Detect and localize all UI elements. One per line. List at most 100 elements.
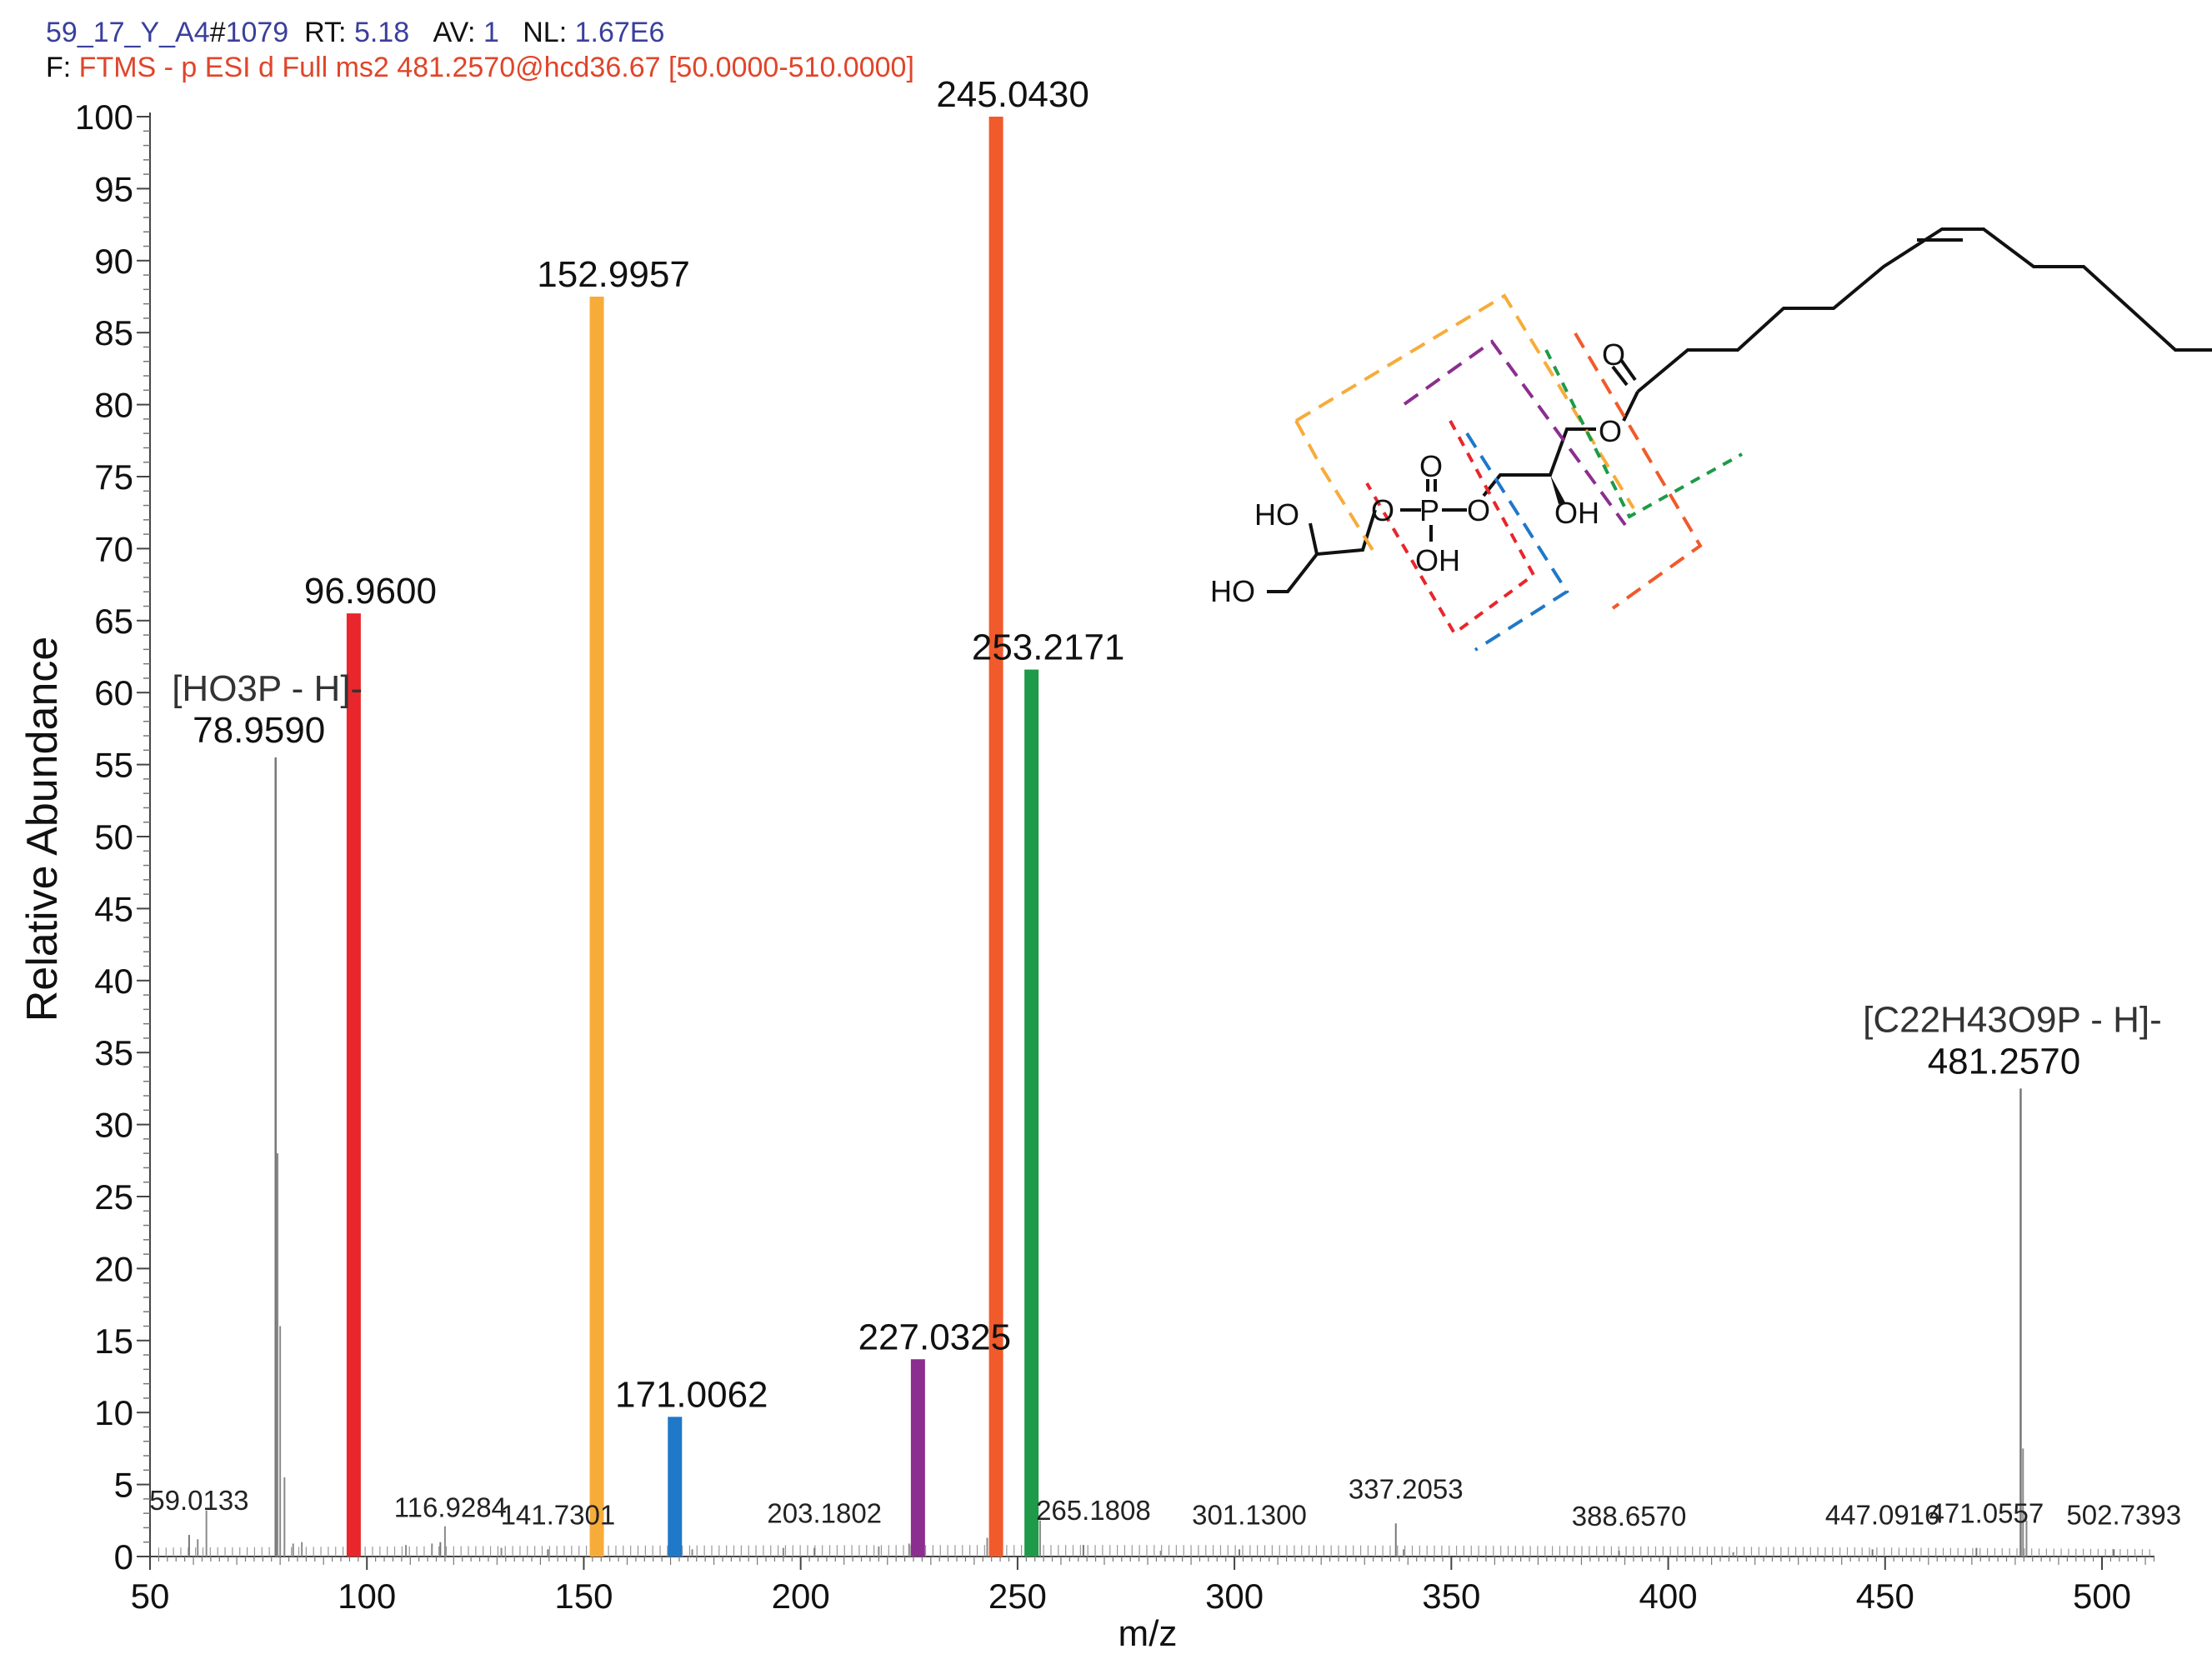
x-tick-label: 50 — [131, 1577, 170, 1616]
nl-value: 1.67E6 — [574, 17, 665, 48]
highlighted-peak-label: 96.9600 — [304, 571, 437, 612]
annotated-peak-label: 481.2570 — [1928, 1041, 2081, 1082]
mol-label-o-ester: O — [1599, 414, 1622, 448]
scan-number: 1079 — [225, 17, 289, 48]
fragment-bracket-purple — [1403, 339, 1627, 527]
highlighted-peak-bar — [1024, 669, 1039, 1557]
fragment-bracket-red — [1365, 420, 1536, 636]
nl-label: NL: — [523, 17, 568, 48]
y-tick-label: 60 — [94, 673, 133, 712]
fragment-bracket-orange-yellow-2 — [1294, 420, 1377, 556]
minor-peak-label: 203.1802 — [767, 1498, 882, 1529]
highlighted-peak-label: 253.2171 — [972, 627, 1125, 668]
y-tick-label: 100 — [75, 97, 133, 137]
y-tick-label: 85 — [94, 313, 133, 352]
av-label: AV: — [433, 17, 476, 48]
minor-peak-label: 265.1808 — [1036, 1495, 1151, 1526]
highlighted-peak-label: 171.0062 — [615, 1374, 768, 1415]
x-axis-title: m/z — [1119, 1613, 1178, 1654]
annotated-peak-label: 78.9590 — [193, 710, 325, 751]
filter-line: F: FTMS - p ESI d Full ms2 481.2570@hcd3… — [46, 52, 914, 84]
minor-peak-label: 301.1300 — [1192, 1499, 1307, 1530]
mol-label-p: P — [1419, 493, 1439, 527]
minor-peak-label: 502.7393 — [2066, 1499, 2181, 1530]
mol-label-o-1: O — [1371, 493, 1394, 527]
fragment-bracket-orange — [1574, 332, 1703, 610]
carbonyl-bond — [1611, 365, 1629, 387]
mol-label-ho-2: HO — [1210, 574, 1255, 608]
x-tick-label: 350 — [1422, 1577, 1480, 1616]
filter-label: F: — [46, 52, 72, 83]
highlighted-peaks — [346, 117, 1039, 1557]
y-tick-label: 50 — [94, 817, 133, 857]
minor-peak-label: 447.0916 — [1825, 1499, 1940, 1530]
mol-label-ho-1: HO — [1254, 497, 1299, 532]
x-tick-label: 150 — [554, 1577, 613, 1616]
minor-peak-label: 337.2053 — [1349, 1473, 1464, 1504]
filter-text: FTMS - p ESI d Full ms2 481.2570@hcd36.6… — [78, 52, 914, 83]
minor-peak-label: 471.0557 — [1929, 1498, 2044, 1529]
minor-peaks — [188, 757, 2115, 1557]
y-tick-label: 70 — [94, 529, 133, 568]
y-tick-label: 40 — [94, 962, 133, 1001]
highlighted-peak-bar — [668, 1417, 683, 1557]
y-tick-label: 65 — [94, 602, 133, 641]
minor-peak-label: 141.7301 — [501, 1499, 616, 1530]
x-tick-label: 500 — [2073, 1577, 2131, 1616]
rt-value: 5.18 — [353, 17, 410, 48]
y-tick-label: 25 — [94, 1177, 133, 1217]
mol-label-oh-glycerol: OH — [1554, 496, 1599, 530]
highlighted-peak-label: 152.9957 — [537, 254, 690, 295]
x-tick-label: 200 — [772, 1577, 830, 1616]
highlighted-peak-bar — [346, 613, 361, 1557]
x-tick-label: 400 — [1639, 1577, 1698, 1616]
fragment-bracket-blue — [1465, 432, 1569, 652]
mol-label-o-carbonyl: O — [1602, 337, 1625, 372]
axes: 0 5 10 15 20 25 30 35 40 45 50 55 60 65 70 75 80 85 90 95 10… — [75, 97, 2155, 1616]
head-oh-bond — [1309, 522, 1319, 555]
molecule-structure-figure: HO HO O P O O OH O OH O — [1210, 227, 2212, 652]
file-id: 59_17_Y_A4 — [46, 17, 210, 48]
highlighted-peak-label: 227.0325 — [858, 1317, 1012, 1357]
y-tick-label: 20 — [94, 1249, 133, 1288]
y-tick-label: 35 — [94, 1033, 133, 1072]
highlighted-peak-bar — [589, 297, 604, 1557]
stereo-wedge — [1550, 475, 1565, 504]
rt-label: RT: — [304, 17, 347, 48]
minor-peak-label: 116.9284 — [394, 1492, 507, 1523]
highlighted-peak-bar — [910, 1359, 925, 1557]
y-tick-label: 0 — [114, 1537, 133, 1577]
x-tick-label: 300 — [1205, 1577, 1264, 1616]
y-tick-label: 15 — [94, 1322, 133, 1361]
y-tick-label: 30 — [94, 1106, 133, 1145]
scan-prefix: # — [209, 17, 226, 48]
minor-peak-label: 59.0133 — [149, 1485, 248, 1516]
highlighted-peak-bar — [988, 117, 1003, 1557]
y-tick-label: 75 — [94, 457, 133, 497]
y-tick-label: 90 — [94, 242, 133, 281]
x-tick-label: 450 — [1856, 1577, 1914, 1616]
annotated-peak-formula: [C22H43O9P - H]- — [1863, 999, 2162, 1040]
fragment-bracket-orange-yellow — [1294, 293, 1635, 510]
fatty-acid-chain — [1636, 227, 2212, 393]
scan-header-line: 59_17_Y_A4#1079 RT: 5.18 AV: 1 NL: 1.67E… — [46, 17, 664, 49]
av-value: 1 — [483, 17, 499, 48]
peak-labels: 96.9600 152.9957 171.0062 227.0325 245.0430 2… — [149, 74, 2181, 1532]
y-tick-label: 45 — [94, 889, 133, 928]
mol-label-o-2: O — [1467, 493, 1490, 527]
mol-label-oh-p: OH — [1415, 543, 1460, 577]
y-tick-label: 10 — [94, 1393, 133, 1432]
y-tick-label: 95 — [94, 169, 133, 208]
carbonyl-bond-2 — [1619, 358, 1637, 382]
y-axis-title: Relative Abundance — [18, 637, 67, 1022]
ester-bond — [1622, 391, 1639, 422]
annotated-peak-formula: [HO3P - H]- — [172, 668, 363, 709]
fragment-bracket-green — [1544, 349, 1743, 519]
highlighted-peak-label: 245.0430 — [936, 74, 1089, 115]
x-tick-label: 250 — [988, 1577, 1047, 1616]
y-tick-label: 5 — [114, 1466, 133, 1505]
x-tick-label: 100 — [338, 1577, 396, 1616]
minor-peak-label: 388.6570 — [1572, 1501, 1687, 1532]
y-tick-label: 80 — [94, 386, 133, 425]
